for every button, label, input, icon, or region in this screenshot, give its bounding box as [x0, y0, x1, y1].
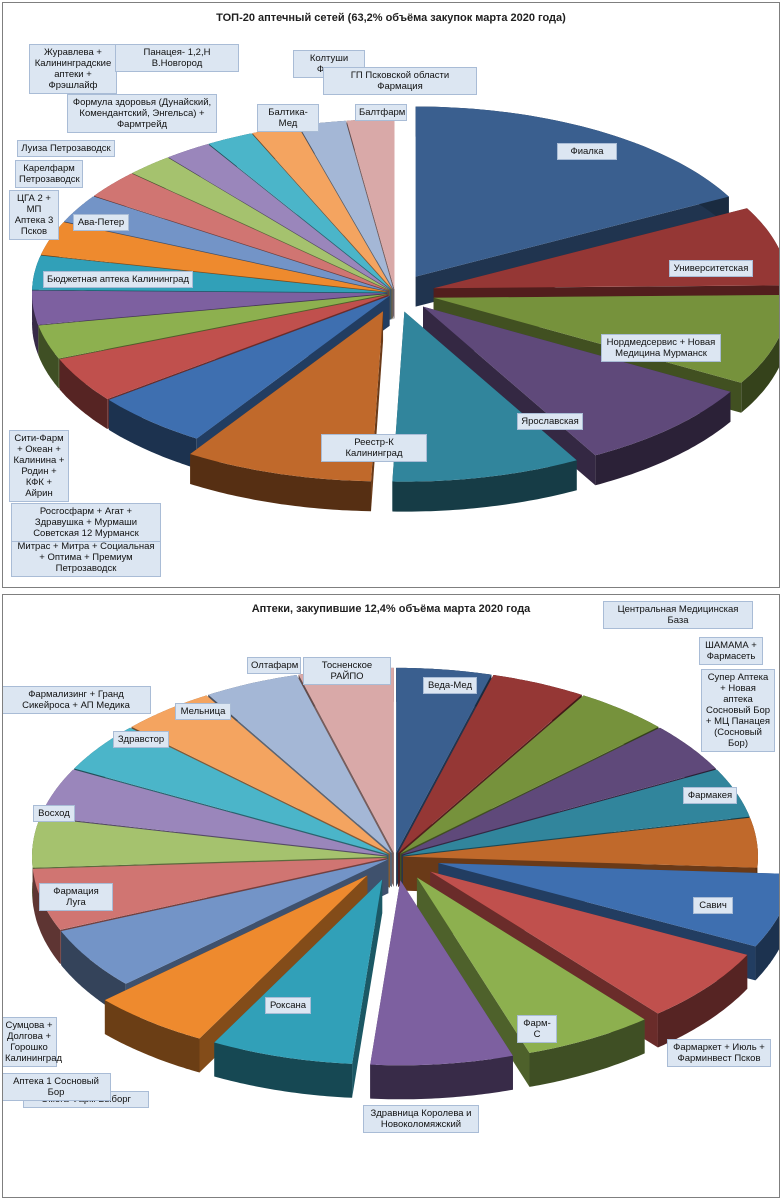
- slice-label: Балтика-Мед: [257, 104, 319, 132]
- chart-title: ТОП-20 аптечный сетей (63,2% объёма заку…: [216, 12, 566, 24]
- slice-label: Фармаркет + Июль + Фарминвест Псков: [667, 1039, 771, 1067]
- slice-label: Веда-Мед: [423, 677, 477, 694]
- pie-chart-bottom: [32, 667, 779, 1100]
- slice-label: Роксана: [265, 997, 311, 1014]
- chart-panel-top: ТОП-20 аптечный сетей (63,2% объёма заку…: [2, 2, 780, 588]
- slice-label: Журавлева + Калининградские аптеки + Фрэ…: [29, 44, 117, 94]
- slice-label: Аптека 1 Сосновый Бор: [3, 1073, 111, 1101]
- slice-label: Здравстор: [113, 731, 169, 748]
- slice-label: Ава-Петер: [73, 214, 129, 231]
- slice-label: Фармализинг + Гранд Сикейроса + АП Медик…: [3, 686, 151, 714]
- slice-label: Реестр-К Калининград: [321, 434, 427, 462]
- slice-label: Супер Аптека + Новая аптека Сосновый Бор…: [701, 669, 775, 752]
- slice-label: Панацея- 1,2,Н В.Новгород: [115, 44, 239, 72]
- slice-label: Восход: [33, 805, 75, 822]
- slice-label: Росгосфарм + Агат + Здравушка + Мурмаши …: [11, 503, 161, 542]
- slice-label: Бюджетная аптека Калининград: [43, 271, 193, 288]
- slice-label: Ярославская: [517, 413, 583, 430]
- pie-slice: [214, 879, 383, 1098]
- slice-label: Университетская: [669, 260, 753, 277]
- slice-label: Мельница: [175, 703, 231, 720]
- slice-label: Центральная Медицинская База: [603, 601, 753, 629]
- slice-label: ГП Псковской области Фармация: [323, 67, 477, 95]
- slice-label: Нордмедсервис + Новая Медицина Мурманск: [601, 334, 721, 362]
- chart-panel-bottom: Аптеки, закупившие 12,4% объёма марта 20…: [2, 594, 780, 1198]
- slice-label: Тосненское РАЙПО: [303, 657, 391, 685]
- slice-label: Митрас + Митра + Социальная + Оптима + П…: [11, 538, 161, 577]
- pie-slice: [392, 311, 577, 512]
- slice-label: Луиза Петрозаводск: [17, 140, 115, 157]
- slice-label: ЦГА 2 + МП Аптека 3 Псков: [9, 190, 59, 240]
- slice-label: Сити-Фарм + Океан + Калинина + Родин + К…: [9, 430, 69, 502]
- slice-label: Сумцова + Долгова + Горошко Калининград: [3, 1017, 62, 1067]
- slice-label: Балтфарм: [355, 104, 407, 121]
- slice-label: Фармация Луга: [39, 883, 113, 911]
- slice-label: Фиалка: [557, 143, 617, 160]
- pie-chart-top: [32, 106, 779, 512]
- slice-label: Фармакея: [683, 787, 737, 804]
- slice-label: ШАМАМА + Фармасеть: [699, 637, 763, 665]
- slice-label: Савич: [693, 897, 733, 914]
- pie-slice: [416, 877, 645, 1087]
- slice-label: Формула здоровья (Дунайский, Комендантск…: [67, 94, 217, 133]
- pie-slice: [370, 880, 513, 1100]
- slice-label: Олтафарм: [247, 657, 301, 674]
- slice-label: Фарм-С: [517, 1015, 557, 1043]
- slice-label: Карелфарм Петрозаводск: [15, 160, 83, 188]
- slice-label: Здравница Королева и Новоколомяжский: [363, 1105, 479, 1133]
- chart-title: Аптеки, закупившие 12,4% объёма марта 20…: [251, 603, 531, 615]
